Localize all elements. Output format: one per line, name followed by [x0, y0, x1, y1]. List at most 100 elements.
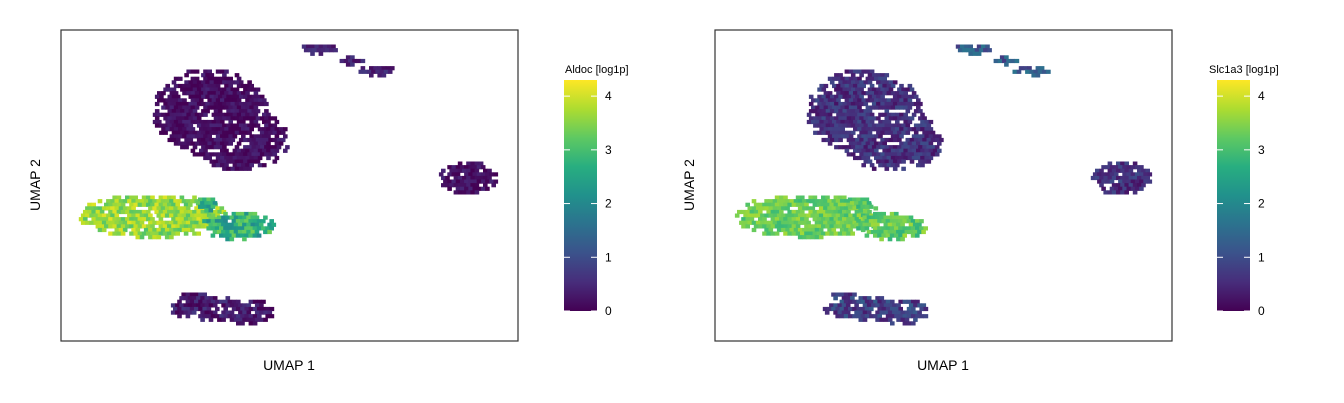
hex-bin	[163, 87, 168, 92]
hex-bin	[1118, 165, 1123, 170]
hex-bin	[276, 145, 282, 150]
hex-bin	[785, 206, 790, 211]
hex-bin	[844, 76, 850, 81]
hex-bin	[871, 166, 877, 171]
hex-bin	[230, 87, 236, 92]
hex-bin	[280, 137, 286, 143]
hex-bin	[739, 220, 744, 225]
hex-bin	[91, 202, 96, 207]
hex-bin	[852, 206, 858, 211]
hex-bin	[908, 310, 914, 315]
hex-bin	[1103, 190, 1108, 195]
hex-bin	[866, 310, 872, 315]
hex-bin	[192, 224, 197, 229]
hex-bin	[201, 152, 206, 157]
hex-bin	[251, 116, 257, 121]
hex-bin	[175, 202, 180, 207]
hex-bin	[146, 224, 151, 229]
hex-bin	[224, 112, 229, 117]
hex-bin	[968, 51, 973, 56]
hex-bin	[131, 206, 136, 211]
hex-bin	[808, 94, 814, 99]
hex-bin	[217, 209, 222, 215]
hex-bin	[770, 209, 776, 215]
hex-bin	[127, 220, 132, 225]
hex-bin	[186, 112, 191, 117]
hex-bin	[183, 231, 189, 236]
hex-bin	[179, 217, 185, 222]
hex-bin	[249, 98, 254, 103]
hex-bin	[1147, 172, 1153, 177]
hex-bin	[247, 145, 252, 150]
hex-bin	[1132, 183, 1138, 188]
hex-bin	[169, 91, 175, 96]
hex-bin	[259, 94, 265, 99]
hex-bin	[885, 233, 891, 238]
hex-bin	[194, 134, 200, 139]
hex-bin	[900, 229, 905, 235]
hex-bin	[177, 220, 183, 225]
hex-bin	[217, 159, 223, 164]
hex-bin	[861, 83, 866, 89]
hex-bin	[252, 299, 258, 304]
hex-bin	[358, 69, 364, 74]
x-axis-label: UMAP 1	[263, 357, 315, 373]
hex-bin	[230, 123, 236, 128]
hex-bin	[262, 127, 267, 132]
hex-bin	[212, 222, 218, 227]
hex-bin	[213, 130, 219, 135]
hex-bin	[236, 314, 241, 319]
hex-bin	[247, 116, 252, 121]
hex-bin	[924, 141, 929, 146]
hex-bin	[122, 227, 128, 233]
hex-bin	[832, 105, 837, 110]
hex-bin	[213, 137, 219, 143]
hex-bin	[758, 202, 763, 207]
hex-bin	[873, 233, 878, 238]
hex-bin	[472, 186, 478, 191]
hex-bin	[227, 226, 232, 231]
hex-bin	[932, 134, 938, 139]
hex-bin	[216, 229, 222, 235]
hex-bin	[923, 306, 929, 312]
hex-bin	[838, 109, 843, 114]
hex-bin	[916, 148, 921, 153]
hex-bin	[198, 314, 203, 319]
hex-bin	[476, 186, 482, 191]
hex-bin	[104, 217, 109, 222]
hex-bin	[268, 123, 273, 128]
hex-bin	[230, 94, 236, 99]
hex-bin	[895, 155, 900, 161]
hex-bin	[842, 217, 847, 222]
hex-bin	[228, 98, 233, 103]
hex-bin	[259, 130, 265, 135]
hex-bin	[930, 145, 936, 150]
hex-bin	[869, 83, 875, 89]
hex-bin	[842, 116, 848, 121]
hex-bin	[272, 152, 278, 157]
hex-bin	[206, 226, 211, 231]
hex-bin	[836, 105, 841, 110]
hex-bin	[252, 211, 258, 217]
hex-bin	[871, 152, 877, 157]
colorbar-tick-label: 4	[1258, 89, 1265, 103]
hex-bin	[871, 87, 877, 92]
hex-bin	[265, 314, 270, 319]
hex-bin	[192, 217, 197, 222]
hex-bin	[104, 202, 109, 207]
hex-bin	[238, 130, 244, 135]
hex-bin	[818, 206, 824, 211]
hex-bin	[244, 314, 249, 319]
hex-bin	[857, 141, 862, 146]
hex-bin	[225, 296, 231, 301]
hex-bin	[902, 226, 907, 231]
hex-bin	[880, 152, 885, 157]
hex-bin	[962, 48, 967, 53]
hex-bin	[831, 213, 837, 218]
hex-bin	[920, 141, 925, 146]
hex-bin	[888, 116, 894, 121]
hex-bin	[171, 137, 177, 143]
hex-bin	[881, 233, 886, 238]
hex-bin	[867, 137, 873, 143]
hex-bin	[1116, 168, 1121, 173]
